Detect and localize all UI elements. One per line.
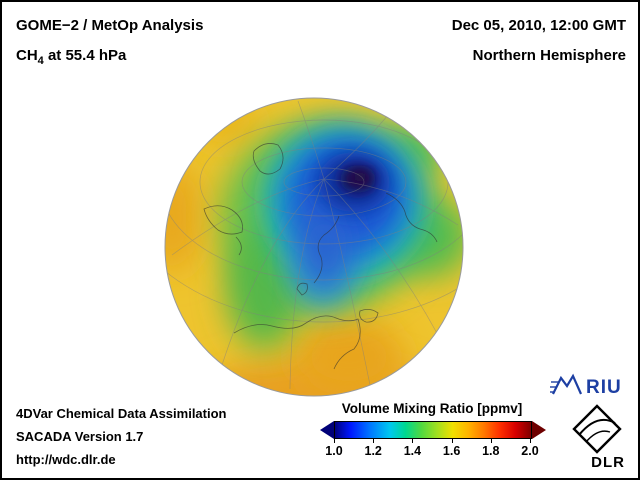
- riu-logo-graphic: RIU: [550, 373, 622, 398]
- page-subtitle: CH4 at 55.4 hPa: [16, 41, 203, 76]
- version-label: SACADA Version 1.7: [16, 429, 144, 444]
- colorbar-tick-label: 1.0: [325, 444, 343, 458]
- globe-rim: [164, 97, 464, 397]
- header-left: GOME−2 / MetOp Analysis CH4 at 55.4 hPa: [16, 11, 203, 76]
- colorbar-tick-label: 1.6: [442, 444, 461, 458]
- colorbar-overflow-arrow: [532, 421, 546, 439]
- url-label: http://wdc.dlr.de: [16, 452, 116, 467]
- chem-subscript: 4: [37, 55, 44, 67]
- tickmark: [412, 439, 414, 443]
- dlr-logo-text: DLR: [591, 454, 625, 470]
- colorbar-tickmarks: [334, 439, 531, 443]
- coastlines: [203, 143, 438, 370]
- tickmark: [373, 439, 375, 443]
- region-label: Northern Hemisphere: [472, 47, 626, 64]
- tickmark: [334, 439, 335, 443]
- page-title: GOME−2 / MetOp Analysis: [16, 17, 204, 34]
- dlr-logo: DLR: [568, 404, 626, 475]
- colorbar-gradient: [334, 421, 532, 439]
- chem-symbol: CH: [16, 47, 38, 64]
- colorbar-underflow-arrow: [320, 421, 334, 439]
- header-right: Dec 05, 2010, 12:00 GMT Northern Hemisph…: [452, 11, 626, 71]
- footer-credits: 4DVar Chemical Data Assimilation SACADA …: [16, 402, 227, 471]
- colorbar-tick-label: 1.2: [364, 444, 382, 458]
- colorbar-tick-label: 1.8: [482, 444, 500, 458]
- assimilation-label: 4DVar Chemical Data Assimilation: [16, 406, 227, 421]
- colorbar-title: Volume Mixing Ratio [ppmv]: [341, 401, 523, 416]
- dlr-logo-graphic: DLR: [572, 404, 625, 471]
- datetime-label: Dec 05, 2010, 12:00 GMT: [451, 17, 626, 34]
- colorbar-tick-label: 2.0: [521, 444, 539, 458]
- riu-logo: RIU: [550, 373, 628, 404]
- colorbar: [320, 421, 546, 439]
- globe-wrap: [164, 97, 464, 397]
- colorbar-tick-labels: 1.0 1.2 1.4 1.6 1.8 2.0: [325, 444, 538, 459]
- colorbar-tick-label: 1.4: [403, 444, 422, 458]
- tickmark: [490, 439, 492, 443]
- tickmark: [451, 439, 453, 443]
- pressure-level: at 55.4 hPa: [43, 47, 127, 64]
- tickmark: [530, 439, 531, 443]
- riu-logo-text: RIU: [586, 377, 622, 398]
- globe: [164, 97, 464, 397]
